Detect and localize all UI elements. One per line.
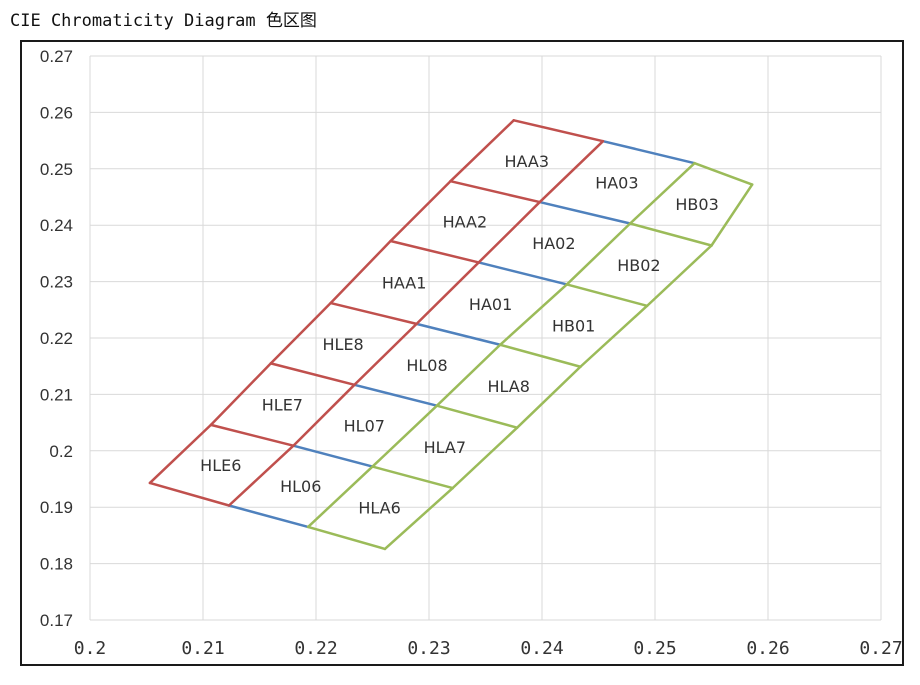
column-border-line xyxy=(227,444,295,507)
row-border-line xyxy=(209,423,295,447)
column-border-line xyxy=(371,404,439,468)
bin-label-hb02: HB02 xyxy=(617,256,660,275)
x-tick-label: 0.24 xyxy=(520,638,563,659)
bin-label-hle7: HLE7 xyxy=(262,396,303,415)
color-bin-labels: HLE6 HLE7 HLE8 HAA1 HAA2 HAA3 HL06 HL07 HL08 HA01… xyxy=(200,152,719,517)
column-border-line xyxy=(449,119,515,183)
row-border-line xyxy=(371,465,454,490)
column-border-line xyxy=(451,426,519,490)
row-border-line xyxy=(498,343,582,369)
x-tick-label: 0.27 xyxy=(859,638,902,659)
row-border-line xyxy=(601,139,696,165)
bin-label-hla7: HLA7 xyxy=(424,438,466,457)
row-border-line xyxy=(292,444,374,468)
column-border-line xyxy=(628,161,696,225)
bin-label-haa1: HAA1 xyxy=(382,274,427,293)
y-tick-label: 0.23 xyxy=(40,273,73,292)
bin-label-hle6: HLE6 xyxy=(200,456,241,475)
y-tick-label: 0.19 xyxy=(40,498,73,517)
column-border-line xyxy=(209,362,273,427)
column-border-line xyxy=(148,423,213,485)
row-border-line xyxy=(565,283,649,308)
y-tick-label: 0.22 xyxy=(40,329,73,348)
bin-label-ha01: HA01 xyxy=(469,295,512,314)
column-border-line xyxy=(435,343,502,407)
column-border-line xyxy=(269,301,332,365)
bin-label-hl06: HL06 xyxy=(280,477,321,496)
bin-label-ha03: HA03 xyxy=(595,173,638,192)
y-tick-label: 0.21 xyxy=(40,385,73,404)
column-border-line xyxy=(645,244,713,308)
column-border-line xyxy=(565,222,632,286)
x-tick-label: 0.23 xyxy=(407,638,450,659)
row-border-line xyxy=(435,404,519,429)
bin-label-haa2: HAA2 xyxy=(443,213,488,232)
bin-label-haa3: HAA3 xyxy=(504,152,549,171)
row-border-line xyxy=(628,222,713,247)
row-border-line xyxy=(269,362,356,387)
x-tick-label: 0.22 xyxy=(294,638,337,659)
row-border-line xyxy=(477,261,569,286)
column-border-line xyxy=(498,283,569,347)
row-border-line xyxy=(693,161,754,186)
y-tick-label: 0.25 xyxy=(40,160,73,179)
row-border-line xyxy=(415,322,502,347)
row-border-line xyxy=(227,504,310,529)
column-border-line xyxy=(538,139,605,204)
bin-label-hl08: HL08 xyxy=(406,356,447,375)
y-tick-label: 0.2 xyxy=(49,442,73,461)
row-border-line xyxy=(148,481,231,507)
column-border-line xyxy=(353,322,418,387)
grid-layer xyxy=(89,55,882,621)
y-tick-label: 0.24 xyxy=(40,216,73,235)
column-border-line xyxy=(710,183,754,247)
y-tick-label: 0.27 xyxy=(40,47,73,66)
color-bin-lines xyxy=(148,119,754,551)
page-title: CIE Chromaticity Diagram 色区图 xyxy=(10,11,317,31)
column-border-line xyxy=(415,261,480,326)
y-tick-label: 0.17 xyxy=(40,611,73,630)
row-border-line xyxy=(329,301,418,326)
row-border-line xyxy=(353,383,439,407)
y-tick-label: 0.26 xyxy=(40,103,73,122)
row-border-line xyxy=(449,179,541,204)
column-border-line xyxy=(389,179,452,243)
column-border-line xyxy=(515,365,582,429)
bin-label-hla6: HLA6 xyxy=(358,499,400,518)
row-border-line xyxy=(538,200,632,225)
bin-label-hle8: HLE8 xyxy=(323,335,364,354)
x-tick-label: 0.25 xyxy=(633,638,676,659)
bin-label-hla8: HLA8 xyxy=(487,377,529,396)
column-border-line xyxy=(579,304,649,369)
row-border-line xyxy=(389,239,480,264)
axis-tick-labels: 0.2 0.21 0.22 0.23 0.24 0.25 0.26 0.27 0.17 0.18 0… xyxy=(40,47,903,659)
x-tick-label: 0.2 xyxy=(74,638,107,659)
bin-label-ha02: HA02 xyxy=(532,234,575,253)
bin-label-hb01: HB01 xyxy=(552,316,595,335)
column-border-line xyxy=(329,239,392,305)
row-border-line xyxy=(306,525,387,551)
bin-label-hl07: HL07 xyxy=(344,417,385,436)
column-border-line xyxy=(292,383,356,447)
bin-label-hb03: HB03 xyxy=(675,195,718,214)
y-tick-label: 0.18 xyxy=(40,555,73,574)
column-border-line xyxy=(383,486,454,551)
row-border-line xyxy=(512,119,605,143)
column-border-line xyxy=(306,465,374,529)
x-tick-label: 0.26 xyxy=(746,638,789,659)
x-tick-label: 0.21 xyxy=(181,638,224,659)
column-border-line xyxy=(477,200,541,264)
chart-frame xyxy=(20,40,904,666)
